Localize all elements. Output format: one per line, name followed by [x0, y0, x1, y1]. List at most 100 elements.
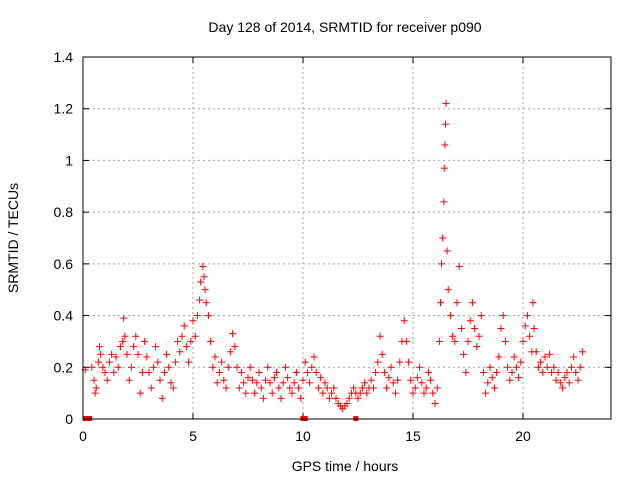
data-point [439, 234, 447, 242]
data-point [475, 332, 483, 340]
data-point [442, 100, 450, 108]
data-point [312, 368, 320, 376]
data-point [523, 312, 531, 320]
data-point [441, 141, 449, 149]
data-point [409, 389, 417, 397]
data-point [279, 379, 287, 387]
data-point [389, 379, 397, 387]
data-point [548, 368, 556, 376]
data-point [440, 198, 448, 206]
data-point [554, 368, 562, 376]
data-point [515, 374, 523, 382]
data-point [486, 363, 494, 371]
data-point [363, 389, 371, 397]
data-point [526, 332, 534, 340]
data-point [530, 325, 538, 332]
data-point [455, 262, 463, 270]
data-point [176, 348, 184, 356]
data-point [466, 317, 474, 325]
data-point [199, 262, 207, 270]
data-point [400, 317, 408, 325]
data-point [543, 363, 551, 371]
data-point [204, 312, 212, 320]
data-point [120, 314, 128, 322]
data-point [431, 399, 439, 407]
data-point [112, 353, 120, 361]
data-point [253, 379, 261, 387]
data-point [539, 368, 547, 376]
y-axis-label: SRMTID / TECUs [5, 183, 21, 293]
data-point [328, 389, 336, 397]
y-tick-label: 0.4 [54, 308, 74, 324]
data-point [479, 368, 487, 376]
data-point [350, 384, 358, 392]
data-point [449, 332, 457, 340]
data-point [556, 379, 564, 387]
data-point [574, 376, 582, 384]
data-point [257, 384, 265, 392]
data-point [187, 337, 195, 345]
data-point [215, 368, 223, 376]
data-point [367, 376, 375, 384]
data-point [534, 363, 542, 371]
data-point [394, 376, 402, 384]
data-point [275, 384, 283, 392]
data-point [262, 376, 270, 384]
data-point [121, 332, 129, 340]
data-point [380, 368, 388, 376]
x-tick-label: 5 [189, 428, 197, 444]
data-point [468, 299, 476, 307]
data-point [237, 368, 245, 376]
data-point [529, 299, 537, 307]
data-point [506, 376, 514, 384]
data-point [504, 363, 512, 371]
data-point [310, 353, 318, 361]
data-point [297, 394, 305, 402]
data-point [510, 353, 518, 361]
data-point [134, 350, 142, 358]
data-point [383, 384, 391, 392]
data-point [376, 332, 384, 340]
data-point [416, 363, 424, 371]
data-point [213, 379, 221, 387]
data-point [201, 286, 209, 294]
data-point [88, 363, 96, 371]
data-point [323, 384, 331, 392]
data-point [174, 337, 182, 345]
data-point [308, 363, 316, 371]
data-points [81, 100, 586, 421]
data-point [147, 384, 155, 392]
x-tick-label: 20 [515, 428, 531, 444]
data-point [182, 343, 190, 351]
data-point [517, 358, 525, 366]
data-point [484, 379, 492, 387]
data-point [385, 374, 393, 382]
data-point [429, 389, 437, 397]
data-point [284, 374, 292, 382]
y-tick-label: 1.4 [54, 49, 74, 65]
data-point [94, 358, 102, 366]
data-point [378, 350, 386, 358]
data-point [493, 368, 501, 376]
data-point [110, 368, 118, 376]
data-point [136, 389, 144, 397]
data-point [473, 343, 481, 351]
data-point [314, 384, 322, 392]
data-point [391, 389, 399, 397]
y-tick-label: 0.2 [54, 359, 74, 375]
data-point [418, 379, 426, 387]
data-point [273, 368, 281, 376]
y-tick-label: 0 [65, 411, 73, 427]
data-point [292, 368, 300, 376]
x-tick-label: 15 [405, 428, 421, 444]
data-point [464, 337, 472, 345]
data-point [490, 384, 498, 392]
data-point [270, 374, 278, 382]
data-point [125, 376, 133, 384]
data-point [197, 278, 205, 286]
data-point [545, 350, 553, 358]
data-point [563, 368, 571, 376]
y-tick-label: 0.6 [54, 256, 74, 272]
data-point [477, 312, 485, 320]
